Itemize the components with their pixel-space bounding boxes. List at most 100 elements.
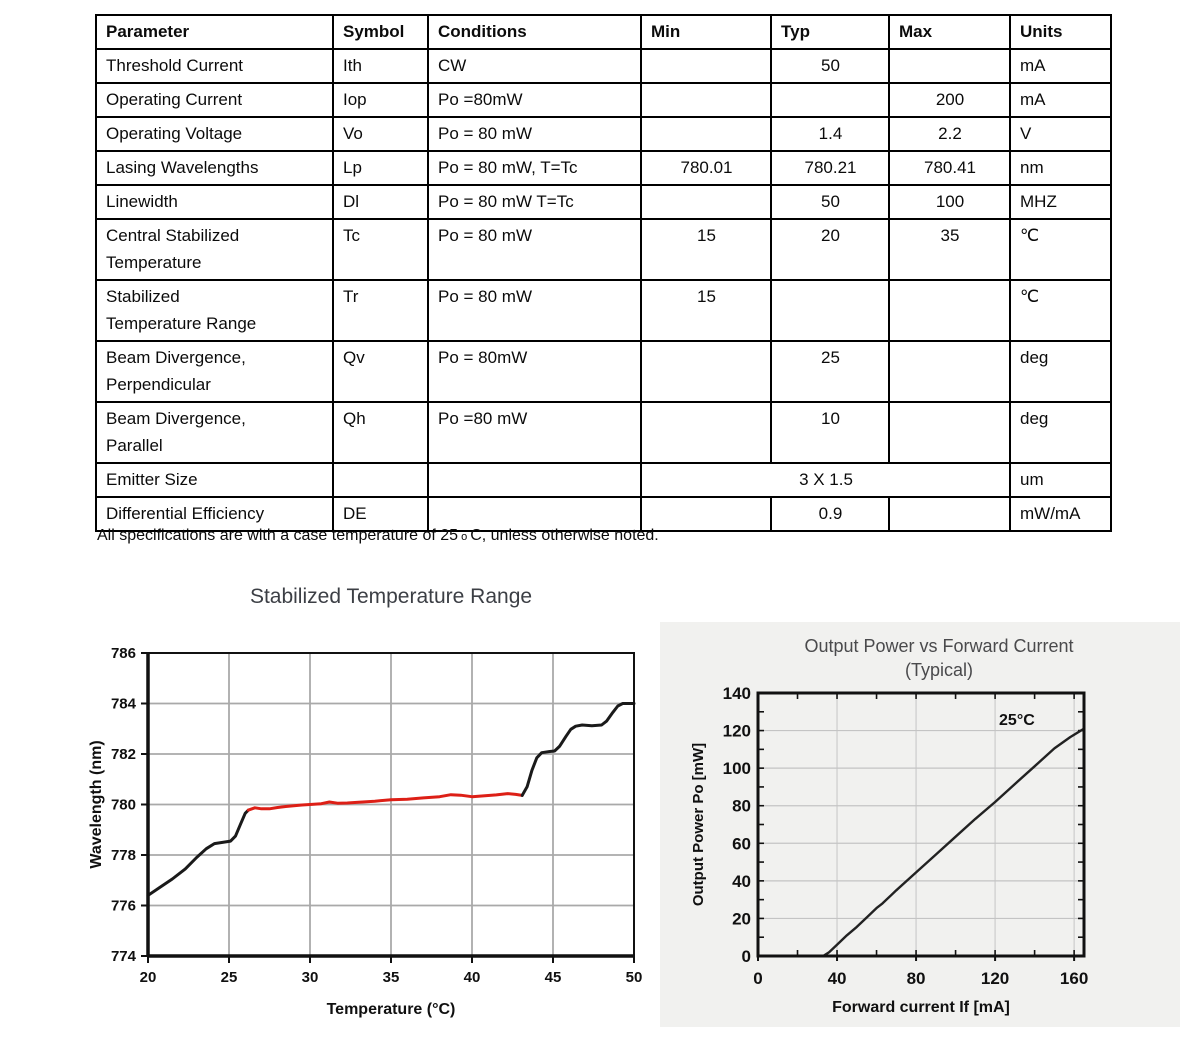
svg-text:780: 780 <box>111 797 136 814</box>
cell-typ <box>770 279 890 342</box>
cell-min: 15 <box>640 218 772 281</box>
table-row: Beam Divergence, Perpendicular Qv Po = 8… <box>95 340 1112 403</box>
cell-units: deg <box>1009 340 1112 403</box>
cell-min: 15 <box>640 279 772 342</box>
table-row: Lasing Wavelengths Lp Po = 80 mW, T=Tc 7… <box>95 150 1112 186</box>
svg-text:100: 100 <box>723 759 751 778</box>
cell-conditions: Po =80 mW <box>427 401 642 464</box>
cell-max <box>888 401 1011 464</box>
table-row: Operating Current Iop Po =80mW 200 mA <box>95 82 1112 118</box>
footnote-text: C, unless otherwise noted. <box>470 527 659 544</box>
cell-parameter: Operating Current <box>95 82 334 118</box>
cell-symbol: Tr <box>332 279 429 342</box>
svg-text:80: 80 <box>732 797 751 816</box>
svg-text:Wavelength (nm): Wavelength (nm) <box>88 740 105 868</box>
table-row: Central Stabilized Temperature Tc Po = 8… <box>95 218 1112 281</box>
spec-footnote: All specifications are with a case tempe… <box>97 527 659 545</box>
cell-min <box>640 496 772 532</box>
cell-max <box>888 340 1011 403</box>
svg-text:Output Power Po [mW]: Output Power Po [mW] <box>690 743 707 906</box>
col-header-units: Units <box>1009 14 1112 50</box>
col-header-min: Min <box>640 14 772 50</box>
cell-max: 100 <box>888 184 1011 220</box>
power-current-chart: 0 40 80 120 160 0 20 40 60 80 100 120 140 Output Powe… <box>660 622 1180 1027</box>
svg-text:(Typical): (Typical) <box>905 660 973 680</box>
svg-text:782: 782 <box>111 746 136 763</box>
svg-text:Stabilized Temperature Range: Stabilized Temperature Range <box>250 585 532 608</box>
cell-conditions <box>427 496 642 532</box>
svg-text:Forward current If [mA]: Forward current If [mA] <box>832 999 1010 1016</box>
cell-conditions: Po = 80 mW, T=Tc <box>427 150 642 186</box>
cell-symbol: DE <box>332 496 429 532</box>
svg-text:784: 784 <box>111 696 137 713</box>
cell-units: MHZ <box>1009 184 1112 220</box>
cell-typ: 1.4 <box>770 116 890 152</box>
cell-parameter: Beam Divergence, Perpendicular <box>95 340 334 403</box>
cell-typ: 25 <box>770 340 890 403</box>
cell-parameter: Linewidth <box>95 184 334 220</box>
cell-max: 780.41 <box>888 150 1011 186</box>
svg-text:20: 20 <box>140 969 157 986</box>
cell-max <box>888 48 1011 84</box>
cell-units: ℃ <box>1009 279 1112 342</box>
svg-text:25: 25 <box>221 969 238 986</box>
cell-units: nm <box>1009 150 1112 186</box>
svg-text:40: 40 <box>732 872 751 891</box>
cell-units: V <box>1009 116 1112 152</box>
svg-text:Temperature (°C): Temperature (°C) <box>327 1001 456 1018</box>
cell-conditions: Po =80mW <box>427 82 642 118</box>
svg-text:120: 120 <box>981 969 1009 988</box>
cell-conditions: Po = 80 mW <box>427 279 642 342</box>
cell-typ: 10 <box>770 401 890 464</box>
cell-typ: 0.9 <box>770 496 890 532</box>
cell-symbol: Qh <box>332 401 429 464</box>
spec-table: Parameter Symbol Conditions Min Typ Max … <box>95 14 1112 532</box>
svg-text:778: 778 <box>111 847 136 864</box>
table-row: Differential Efficiency DE 0.9 mW/mA <box>95 496 1112 532</box>
cell-symbol: Lp <box>332 150 429 186</box>
svg-text:50: 50 <box>626 969 643 986</box>
col-header-typ: Typ <box>770 14 890 50</box>
cell-parameter: Stabilized Temperature Range <box>95 279 334 342</box>
cell-units: mA <box>1009 48 1112 84</box>
cell-parameter: Central Stabilized Temperature <box>95 218 334 281</box>
cell-typ: 50 <box>770 48 890 84</box>
cell-typ: 50 <box>770 184 890 220</box>
cell-min <box>640 401 772 464</box>
cell-conditions <box>427 462 642 498</box>
svg-text:40: 40 <box>828 969 847 988</box>
cell-symbol: Qv <box>332 340 429 403</box>
footnote-degree-o: o <box>461 531 468 543</box>
cell-units: ℃ <box>1009 218 1112 281</box>
cell-symbol: Tc <box>332 218 429 281</box>
cell-max <box>888 496 1011 532</box>
svg-text:40: 40 <box>464 969 481 986</box>
cell-max: 35 <box>888 218 1011 281</box>
cell-units: um <box>1009 462 1112 498</box>
cell-parameter: Lasing Wavelengths <box>95 150 334 186</box>
cell-min <box>640 48 772 84</box>
wavelength-temperature-chart: 20 25 30 35 40 45 50 774 776 778 780 782 784 786 Stabi… <box>88 585 643 1018</box>
cell-symbol: Dl <box>332 184 429 220</box>
cell-min <box>640 82 772 118</box>
cell-conditions: Po = 80 mW <box>427 218 642 281</box>
cell-parameter: Emitter Size <box>95 462 334 498</box>
svg-text:0: 0 <box>753 969 762 988</box>
cell-typ: 780.21 <box>770 150 890 186</box>
cell-symbol: Iop <box>332 82 429 118</box>
svg-text:160: 160 <box>1060 969 1088 988</box>
cell-parameter: Differential Efficiency <box>95 496 334 532</box>
svg-text:774: 774 <box>111 948 137 965</box>
cell-conditions: CW <box>427 48 642 84</box>
col-header-conditions: Conditions <box>427 14 642 50</box>
col-header-symbol: Symbol <box>332 14 429 50</box>
cell-units: mW/mA <box>1009 496 1112 532</box>
cell-conditions: Po = 80 mW T=Tc <box>427 184 642 220</box>
svg-text:0: 0 <box>742 947 751 966</box>
table-row: Linewidth Dl Po = 80 mW T=Tc 50 100 MHZ <box>95 184 1112 220</box>
table-header-row: Parameter Symbol Conditions Min Typ Max … <box>95 14 1112 50</box>
svg-text:776: 776 <box>111 898 136 915</box>
cell-parameter: Threshold Current <box>95 48 334 84</box>
table-row: Stabilized Temperature Range Tr Po = 80 … <box>95 279 1112 342</box>
svg-text:60: 60 <box>732 834 751 853</box>
